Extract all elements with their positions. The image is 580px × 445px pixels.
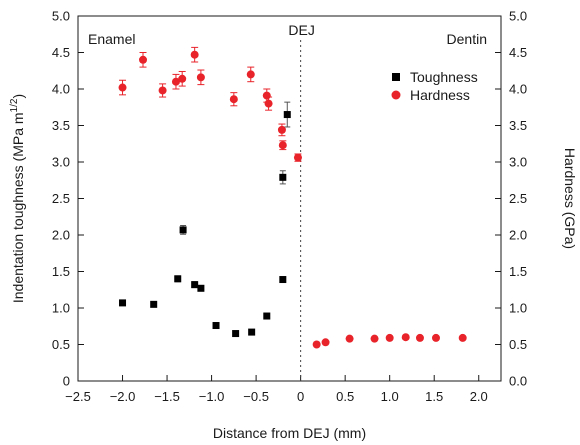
y-tick-label-right: 3.0 — [509, 155, 527, 170]
dej-label: DEJ — [288, 22, 314, 38]
y-tick-label-left: 3.5 — [52, 118, 70, 133]
hardness-point — [293, 153, 302, 162]
x-tick-label: 1.0 — [381, 389, 399, 404]
axis-ticks: −2.5 −2.0 −1.5 −1.0 −0.5 0 0.5 1.0 1.5 2.0 0 0.0 0.5… — [52, 9, 527, 405]
y-tick-label-right: 2.5 — [509, 191, 527, 206]
hardness-point — [190, 50, 199, 59]
y-axis-left-title-sup: 1/2 — [9, 98, 20, 112]
hardness-point — [139, 55, 148, 64]
y-tick-label-right: 4.0 — [509, 82, 527, 97]
y-tick-label-left: 1.5 — [52, 264, 70, 279]
hardness-point — [262, 91, 271, 100]
y-tick-label-left: 5.0 — [52, 9, 70, 24]
y-tick-label-left: 1.0 — [52, 301, 70, 316]
x-tick-label: −2.5 — [65, 389, 91, 404]
hardness-point — [401, 333, 410, 342]
hardness-point — [277, 125, 286, 134]
x-axis-title: Distance from DEJ (mm) — [213, 425, 366, 441]
toughness-point — [248, 328, 256, 336]
legend-hardness-label: Hardness — [410, 87, 470, 103]
hardness-point — [229, 95, 238, 104]
toughness-point — [174, 275, 182, 283]
toughness-point — [283, 111, 291, 119]
x-tick-label: −2.0 — [110, 389, 136, 404]
y-tick-label-right: 1.5 — [509, 264, 527, 279]
y-tick-label-left: 0 — [63, 374, 70, 389]
hardness-point — [431, 333, 440, 342]
y-tick-label-left: 0.5 — [52, 337, 70, 352]
y-tick-label-left: 2.5 — [52, 191, 70, 206]
y-tick-label-right: 5.0 — [509, 9, 527, 24]
toughness-point — [179, 226, 187, 234]
y-tick-label-right: 4.5 — [509, 45, 527, 60]
y-tick-label-left: 4.5 — [52, 45, 70, 60]
data-marks — [118, 46, 467, 349]
hardness-point — [118, 83, 127, 92]
y-tick-label-right: 1.0 — [509, 301, 527, 316]
toughness-point — [279, 276, 287, 284]
hardness-point — [178, 74, 187, 83]
y-tick-label-right: 0.0 — [509, 374, 527, 389]
hardness-point — [246, 70, 255, 79]
toughness-point — [279, 173, 287, 181]
hardness-point — [385, 333, 394, 342]
y-tick-label-left: 2.0 — [52, 228, 70, 243]
hardness-point — [171, 77, 180, 86]
hardness-point — [196, 73, 205, 82]
hardness-point — [158, 86, 167, 95]
legend-toughness-label: Toughness — [410, 69, 478, 85]
y-tick-label-left: 4.0 — [52, 82, 70, 97]
y-tick-label-left: 3.0 — [52, 155, 70, 170]
legend-toughness-marker — [392, 73, 400, 81]
hardness-point — [321, 338, 330, 347]
x-tick-label: −0.5 — [243, 389, 269, 404]
y-axis-left-title: Indentation toughness (MPa m1/2) — [9, 94, 26, 303]
toughness-point — [191, 281, 199, 289]
y-axis-right-title: Hardness (GPa) — [562, 148, 578, 249]
x-tick-label: 1.5 — [425, 389, 443, 404]
x-tick-label: 2.0 — [470, 389, 488, 404]
x-tick-label: 0.5 — [336, 389, 354, 404]
x-tick-label: −1.5 — [154, 389, 180, 404]
hardness-point — [415, 333, 424, 342]
x-tick-label: 0 — [297, 389, 304, 404]
legend: Toughness Hardness — [391, 69, 478, 103]
y-axis-left-title-close: ) — [10, 94, 26, 99]
toughness-point — [150, 300, 158, 308]
toughness-point — [119, 299, 127, 307]
hardness-point — [264, 99, 273, 108]
dentin-label: Dentin — [447, 31, 487, 47]
hardness-point — [370, 334, 379, 343]
toughness-point — [212, 322, 220, 330]
toughness-point — [263, 312, 271, 320]
y-tick-label-right: 0.5 — [509, 337, 527, 352]
x-tick-label: −1.0 — [199, 389, 225, 404]
y-tick-label-right: 3.5 — [509, 118, 527, 133]
hardness-point — [312, 340, 321, 349]
hardness-point — [345, 334, 354, 343]
enamel-label: Enamel — [88, 31, 135, 47]
hardness-point — [458, 333, 467, 342]
toughness-point — [197, 284, 205, 292]
y-tick-label-right: 2.0 — [509, 228, 527, 243]
y-axis-left-title-main: Indentation toughness (MPa m — [10, 112, 26, 303]
legend-hardness-marker — [391, 90, 401, 100]
toughness-point — [232, 330, 240, 338]
hardness-point — [278, 141, 287, 150]
